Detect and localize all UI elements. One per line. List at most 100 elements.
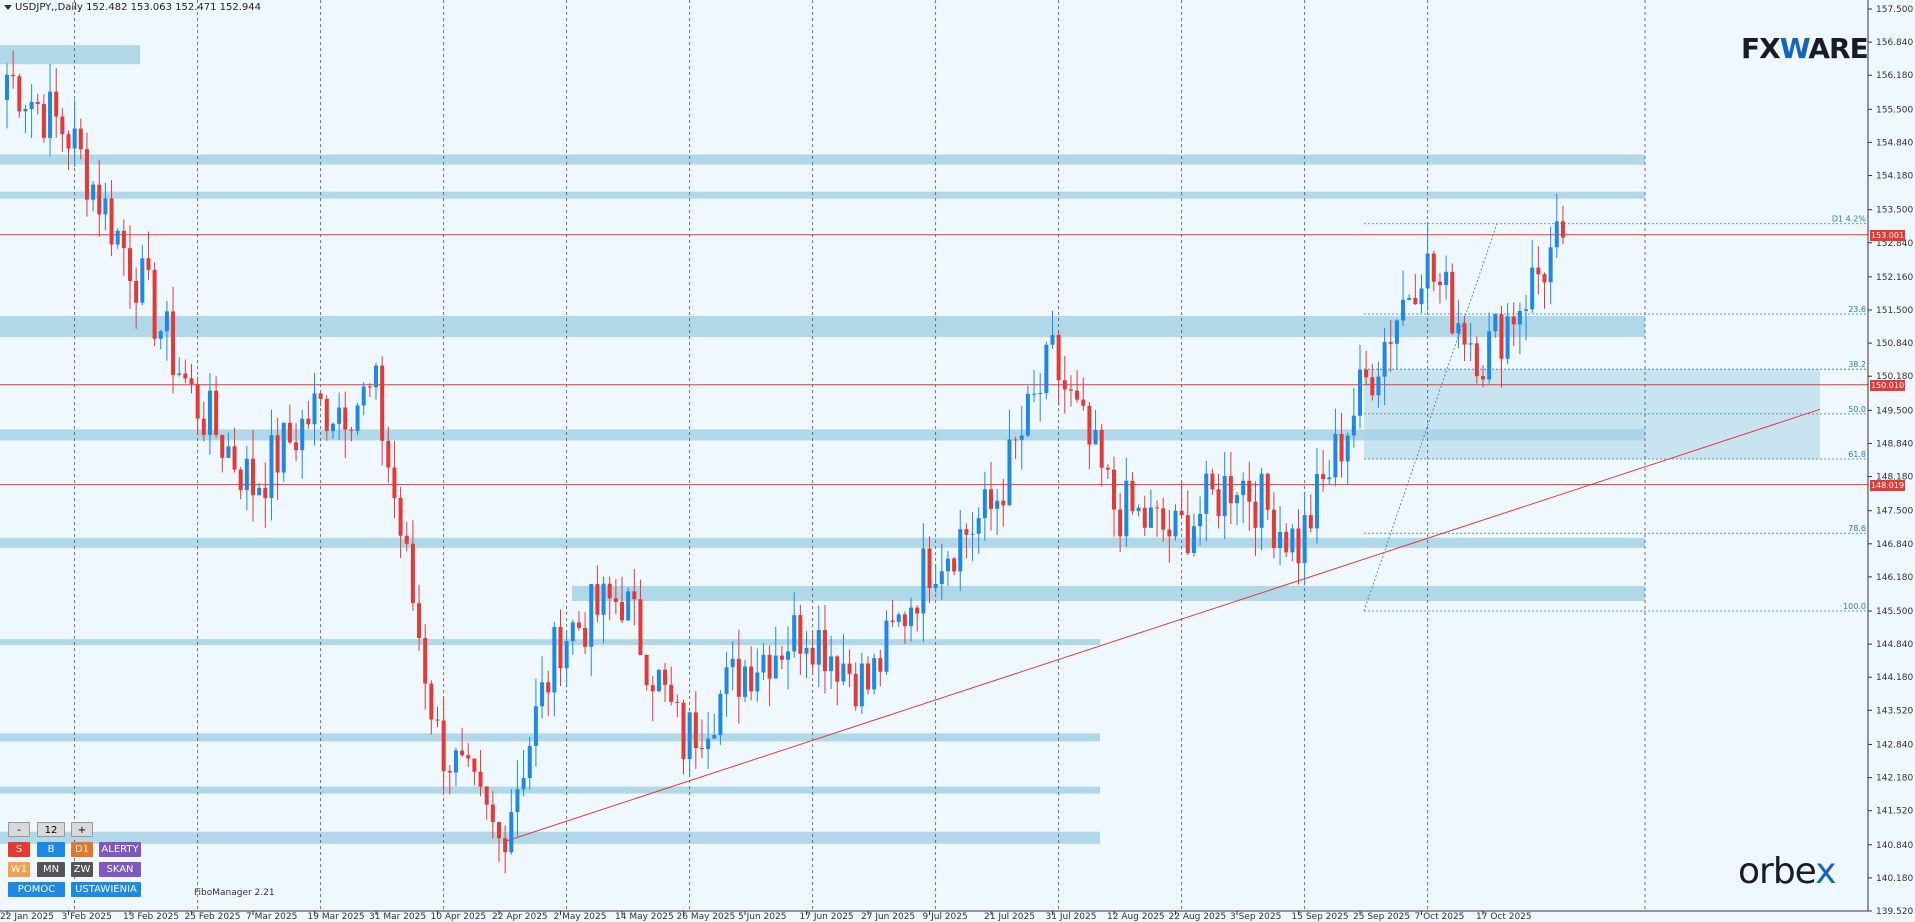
candle — [546, 670, 551, 717]
candle-body — [318, 393, 323, 399]
candle-body — [1247, 480, 1252, 502]
candle-body — [1136, 507, 1141, 512]
help-button[interactable]: POMOC — [8, 882, 65, 897]
candle-body — [755, 672, 760, 692]
candle — [933, 564, 938, 593]
support-zone — [0, 429, 1645, 441]
candle — [294, 423, 299, 462]
candle-body — [1413, 297, 1418, 305]
candle-body — [220, 434, 225, 458]
candle-body — [66, 134, 71, 149]
candle — [872, 653, 877, 695]
increment-button[interactable]: + — [71, 822, 93, 837]
candle-body — [1542, 274, 1547, 283]
candle-body — [404, 535, 409, 544]
candle-body — [453, 750, 458, 773]
candle-body — [1142, 507, 1147, 528]
symbol-header[interactable]: USDJPY,,Daily 152.482 153.063 152.471 15… — [4, 2, 261, 13]
candle — [1198, 496, 1203, 546]
timeframe-w1-button[interactable]: W1 — [8, 862, 30, 877]
candle — [1536, 246, 1541, 295]
candle-body — [1130, 480, 1135, 512]
candle-body — [693, 712, 698, 748]
time-tick-label: 27 Jun 2025 — [861, 912, 915, 922]
candle — [1401, 270, 1406, 326]
candle-body — [902, 614, 907, 627]
sell-button[interactable]: S — [8, 842, 30, 857]
candle-body — [1382, 342, 1387, 377]
candle — [324, 395, 329, 441]
candle — [1517, 302, 1522, 355]
buy-button[interactable]: B — [37, 842, 65, 857]
candle — [1425, 225, 1430, 312]
candle-body — [429, 683, 434, 720]
candle-body — [1560, 221, 1565, 238]
candle — [1481, 364, 1485, 388]
candle-body — [1351, 415, 1356, 436]
candle — [1358, 344, 1362, 429]
candle — [1431, 250, 1436, 292]
candle-body — [743, 666, 747, 697]
candle-body — [78, 128, 83, 150]
price-tag: 150.010 — [1870, 379, 1905, 391]
candle-body — [35, 102, 40, 104]
price-tick-label: 156.180 — [1876, 71, 1913, 81]
candle-body — [1075, 390, 1080, 400]
candle — [1542, 272, 1547, 309]
decrement-button[interactable]: - — [8, 822, 30, 837]
timeframe-d1-button[interactable]: D1 — [71, 842, 93, 857]
candle — [1265, 472, 1270, 521]
support-zones — [0, 45, 1820, 844]
candle-body — [374, 365, 378, 388]
candle-body — [1155, 507, 1160, 509]
support-zone — [0, 537, 1645, 548]
candle-body — [527, 745, 532, 779]
candle — [435, 706, 440, 728]
candle — [952, 556, 957, 576]
candle-body — [976, 518, 981, 534]
collapse-triangle-icon[interactable] — [4, 4, 12, 10]
candle — [1560, 205, 1565, 245]
candle — [693, 691, 698, 769]
candle — [1345, 432, 1350, 485]
price-tick-label: 141.520 — [1876, 807, 1913, 817]
candle-body — [1007, 439, 1012, 506]
candle-body — [890, 620, 895, 622]
candle — [964, 523, 969, 559]
time-tick-label: 31 Jul 2025 — [1046, 912, 1097, 922]
candle-body — [822, 630, 827, 672]
candle-body — [644, 654, 649, 686]
orbex-logo-text: orbe — [1738, 851, 1816, 892]
candle-body — [669, 684, 674, 702]
candle — [72, 99, 77, 167]
candle — [945, 551, 950, 586]
scan-button[interactable]: SKAN — [99, 862, 141, 877]
candles — [5, 50, 1565, 874]
price-tick-label: 153.500 — [1876, 206, 1913, 216]
step-value-field[interactable]: 12 — [37, 822, 65, 837]
time-tick-label: 3 Feb 2025 — [62, 912, 112, 922]
candle-body — [497, 822, 501, 839]
alerts-button[interactable]: ALERTY — [99, 842, 141, 857]
support-zone — [0, 831, 1100, 844]
candle — [1413, 274, 1418, 305]
fib-level-label: 23.6 — [1848, 305, 1866, 314]
candle-body — [398, 497, 403, 536]
candle-body — [995, 500, 1000, 509]
fib-level-label: 61.8 — [1848, 450, 1866, 459]
candle-body — [164, 311, 169, 332]
candle-body — [121, 230, 126, 249]
candle — [896, 612, 901, 627]
candle-body — [546, 682, 551, 693]
candle — [1437, 273, 1442, 304]
timeframe-mn-button[interactable]: MN — [37, 862, 65, 877]
candle-body — [613, 598, 618, 602]
candle — [902, 611, 907, 644]
settings-button[interactable]: USTAWIENIA — [71, 882, 141, 897]
candle — [626, 587, 631, 621]
close-positions-button[interactable]: ZW — [71, 862, 93, 877]
candle — [330, 422, 335, 439]
candle-body — [859, 663, 864, 707]
